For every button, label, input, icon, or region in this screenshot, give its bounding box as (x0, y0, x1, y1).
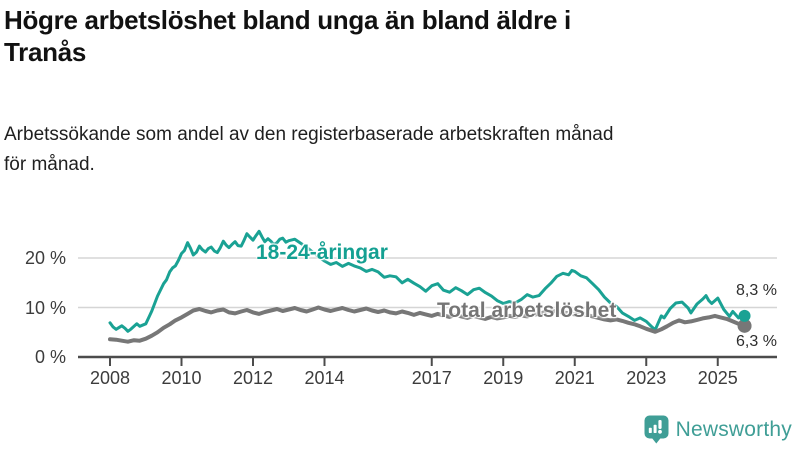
chart-svg (78, 229, 777, 366)
x-tick-label: 2025 (697, 368, 738, 388)
newsworthy-chart-bubble-icon (644, 415, 669, 444)
line-chart: 0 % 10 % 20 % 2008 2010 2012 2014 2017 2019 2021… (0, 205, 800, 415)
x-tick-label: 2014 (304, 368, 345, 388)
y-tick-label: 0 % (34, 347, 66, 367)
x-tick-label: 2008 (89, 368, 131, 388)
x-tick-label: 2021 (554, 368, 595, 388)
x-tick-label: 2010 (161, 368, 202, 388)
x-tick-label: 2017 (411, 368, 452, 388)
end-value-total: 6,3 % (736, 333, 777, 350)
series-label-total: Total arbetslöshet (437, 299, 617, 322)
title-line-2: Tranås (4, 37, 87, 67)
y-tick-label: 20 % (24, 248, 66, 268)
y-tick-label: 10 % (24, 297, 66, 318)
chart-subtitle: Arbetssökande som andel av den registerb… (4, 120, 784, 180)
subtitle-line-1: Arbetssökande som andel av den registerb… (4, 124, 614, 145)
x-tick-label: 2012 (232, 368, 274, 388)
x-tick-label: 2019 (483, 368, 524, 388)
series-label-young: 18-24-åringar (256, 241, 388, 264)
newsworthy-logo-text: Newsworthy (675, 417, 792, 441)
end-value-young: 8,3 % (736, 282, 777, 299)
title-line-1: Högre arbetslöshet bland unga än bland ä… (4, 5, 571, 35)
page-title: Högre arbetslöshet bland unga än bland ä… (4, 4, 784, 68)
newsworthy-logo: Newsworthy (644, 415, 792, 444)
subtitle-line-2: för månad. (4, 154, 95, 175)
x-tick-label: 2023 (626, 368, 667, 388)
